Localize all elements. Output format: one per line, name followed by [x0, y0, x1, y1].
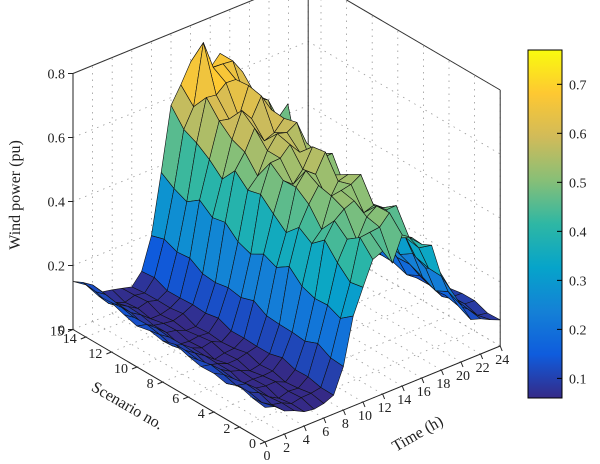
- colorbar-tick-label: 0.1: [569, 372, 587, 387]
- x-tick-mark: [401, 385, 405, 392]
- y-tick-mark: [208, 411, 214, 415]
- grid-line: [288, 241, 481, 355]
- y-tick-label: 6: [172, 392, 179, 407]
- surface-patch: [251, 397, 276, 408]
- x-tick-mark: [303, 425, 307, 432]
- y-tick-label: 14: [63, 332, 77, 347]
- surface-patch: [82, 282, 106, 295]
- x-tick-label: 20: [456, 369, 470, 384]
- x-tick-label: 6: [322, 425, 329, 440]
- z-axis-label: Wind power (pu): [7, 140, 24, 250]
- x-tick-label: 2: [283, 441, 290, 456]
- x-tick-label: 4: [303, 433, 310, 448]
- surface-layer: [72, 42, 501, 413]
- x-tick-mark: [421, 377, 425, 384]
- colorbar: 0.1 0.2 0.3 0.4 0.5 0.6 0.7: [527, 49, 587, 399]
- z-tick-label: 0.4: [48, 196, 66, 211]
- colorbar-gradient: [527, 49, 563, 399]
- colorbar-tick-label: 0.2: [569, 323, 587, 338]
- z-tick-label: 0.2: [48, 260, 66, 275]
- colorbar-tick-label: 0.4: [569, 225, 587, 240]
- x-tick-mark: [440, 369, 444, 376]
- y-tick-mark: [131, 366, 138, 370]
- colorbar-tick-label: 0.6: [569, 127, 587, 142]
- y-tick-label: 0: [249, 437, 256, 452]
- x-tick-mark: [284, 433, 288, 440]
- x-tick-label: 10: [358, 409, 372, 424]
- x-tick-label: 0: [264, 449, 271, 464]
- y-tick-mark: [157, 381, 163, 385]
- y-tick-mark: [106, 351, 112, 355]
- x-tick-mark: [342, 409, 346, 416]
- x-tick-mark: [460, 361, 464, 368]
- x-axis-label: Time (h): [389, 413, 446, 456]
- z-tick-label: 0.6: [48, 132, 66, 147]
- x-tick-label: 18: [436, 377, 450, 392]
- y-tick-label: 15: [50, 325, 64, 340]
- y-axis-label: Scenario no.: [88, 379, 166, 434]
- box-edge: [72, 0, 255, 74]
- y-tick-label: 4: [198, 407, 205, 422]
- z-tick-label: 0.8: [48, 68, 66, 83]
- x-tick-label: 22: [476, 361, 490, 376]
- x-tick-label: 24: [495, 353, 509, 368]
- x-tick-label: 14: [397, 393, 411, 408]
- x-tick-label: 8: [342, 417, 349, 432]
- x-tick-mark: [264, 441, 268, 448]
- y-axis-line: [72, 329, 266, 443]
- y-tick-mark: [259, 441, 266, 445]
- y-tick-mark: [80, 336, 86, 340]
- y-tick-label: 2: [223, 422, 230, 437]
- colorbar-tick-label: 0.5: [569, 176, 587, 191]
- x-tick-mark: [499, 345, 503, 352]
- box-edge: [345, 0, 501, 91]
- y-tick-label: 12: [88, 347, 102, 362]
- axes-layer: 024681012141618202224024681012141500.20.…: [48, 68, 510, 464]
- grid-line: [92, 321, 285, 435]
- x-tick-label: 16: [417, 385, 431, 400]
- colorbar-tick-label: 0.7: [569, 78, 587, 93]
- grid-line: [268, 249, 462, 363]
- x-tick-label: 12: [378, 401, 392, 416]
- y-tick-label: 10: [114, 362, 128, 377]
- z-tick-label: 0: [58, 324, 65, 339]
- x-tick-mark: [480, 353, 484, 360]
- y-tick-mark: [234, 426, 240, 430]
- x-tick-mark: [362, 401, 366, 408]
- x-tick-mark: [323, 417, 327, 424]
- colorbar-tick-label: 0.3: [569, 274, 587, 289]
- grid-line: [72, 0, 501, 91]
- x-tick-mark: [382, 393, 386, 400]
- y-tick-label: 8: [147, 377, 154, 392]
- y-tick-mark: [183, 396, 189, 400]
